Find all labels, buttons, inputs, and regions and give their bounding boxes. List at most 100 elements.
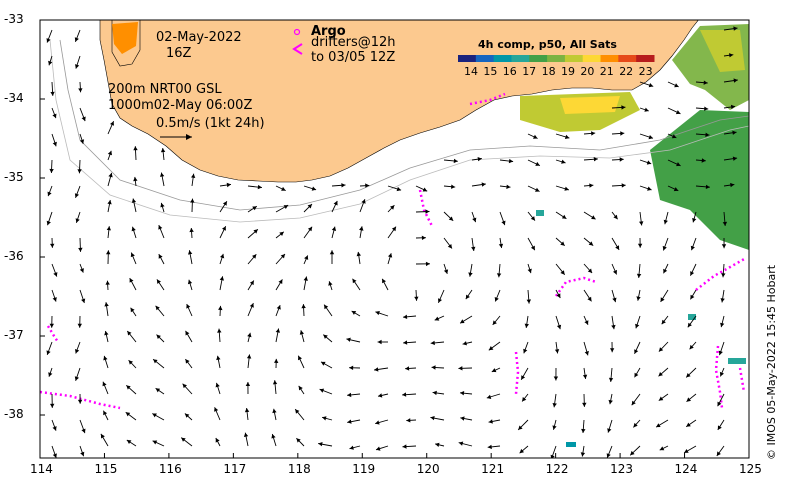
current-arrowhead — [156, 334, 161, 339]
current-arrowhead — [253, 229, 258, 234]
current-arrowhead — [402, 444, 407, 449]
current-arrowhead — [126, 385, 131, 390]
current-arrowhead — [77, 399, 83, 404]
current-arrowhead — [717, 401, 722, 407]
current-arrowhead — [405, 366, 410, 371]
current-arrowhead — [660, 297, 665, 302]
current-arrowhead — [303, 276, 308, 281]
isobath-legend-line1: 200m NRT00 GSL — [108, 82, 222, 97]
current-arrowhead — [430, 340, 435, 346]
current-arrowhead — [375, 420, 380, 425]
current-arrowhead — [468, 272, 473, 277]
current-arrowhead — [658, 347, 664, 352]
isobath-1000m — [49, 39, 749, 223]
current-arrowhead — [247, 332, 252, 338]
current-arrowhead — [671, 134, 677, 139]
colorbar-segment — [547, 55, 566, 62]
current-arrowhead — [584, 350, 589, 356]
current-arrowhead — [160, 172, 165, 177]
current-arrowhead — [460, 319, 465, 324]
current-arrowhead — [447, 244, 452, 249]
current-arrowhead — [552, 403, 557, 408]
current-arrowhead — [703, 80, 708, 85]
current-arrowhead — [610, 348, 615, 353]
current-arrowhead — [584, 320, 589, 325]
current-arrowhead — [591, 215, 596, 220]
current-arrowhead — [130, 252, 135, 258]
current-arrowhead — [519, 448, 524, 454]
current-arrowhead — [333, 200, 338, 206]
current-arrowhead — [674, 83, 679, 88]
current-arrowhead — [152, 440, 158, 445]
colorbar-segment — [475, 55, 495, 62]
current-arrowhead — [276, 305, 281, 310]
x-tick-label: 123 — [610, 462, 633, 476]
current-arrowhead — [249, 303, 254, 308]
current-arrowhead — [717, 425, 722, 430]
current-arrowhead — [435, 442, 440, 447]
current-arrowhead — [487, 444, 492, 450]
current-arrowhead — [686, 397, 691, 402]
current-arrowhead — [331, 226, 337, 231]
current-arrowhead — [47, 191, 52, 197]
colorbar-segment — [636, 55, 655, 62]
colorbar — [458, 55, 655, 62]
drifter-track — [46, 325, 60, 343]
current-arrowhead — [530, 216, 535, 221]
current-arrowhead — [530, 245, 535, 251]
current-arrowhead — [402, 392, 407, 397]
current-arrowhead — [443, 269, 449, 274]
current-arrowhead — [661, 319, 666, 325]
x-tick-label: 124 — [674, 462, 698, 476]
current-arrowhead — [492, 320, 497, 325]
drifter-legend-marker — [292, 43, 303, 55]
current-arrowhead — [460, 416, 465, 421]
current-arrowhead — [128, 360, 133, 365]
drifter-track — [469, 92, 506, 106]
current-arrowhead — [561, 159, 566, 164]
colorbar-segment — [600, 55, 619, 62]
current-arrowhead — [81, 116, 86, 122]
current-arrowhead — [619, 157, 624, 162]
current-arrowhead — [131, 198, 137, 203]
current-arrowhead — [488, 419, 493, 424]
current-arrowhead — [341, 183, 346, 188]
current-arrowhead — [52, 141, 57, 147]
current-arrowhead — [182, 383, 187, 389]
current-arrowhead — [79, 268, 84, 273]
x-tick-label: 115 — [94, 462, 118, 476]
current-arrowhead — [639, 221, 644, 226]
current-arrowhead — [732, 156, 738, 161]
current-arrowhead — [283, 205, 289, 209]
current-arrowhead — [663, 268, 668, 274]
current-arrowhead — [75, 218, 80, 223]
current-arrowhead — [607, 428, 612, 433]
current-arrowhead — [460, 391, 465, 396]
current-arrowhead — [634, 372, 639, 378]
current-arrowhead — [553, 376, 559, 381]
current-arrowhead — [249, 280, 254, 286]
x-tick-label: 125 — [739, 462, 762, 476]
current-arrowhead — [496, 273, 502, 278]
colorbar-segment — [618, 55, 637, 62]
current-arrowhead — [243, 432, 249, 437]
current-arrowhead — [608, 399, 613, 405]
map-hour: 16Z — [166, 46, 192, 61]
current-arrowhead — [46, 350, 51, 355]
colorbar-title: 4h comp, p50, All Sats — [478, 38, 617, 51]
current-arrowhead — [453, 158, 458, 164]
y-tick-label: -35 — [4, 170, 24, 184]
x-tick-label: 114 — [30, 462, 53, 476]
current-arrowhead — [318, 442, 323, 447]
current-arrowhead — [733, 26, 738, 31]
current-arrowhead — [458, 441, 464, 446]
current-arrowhead — [153, 359, 158, 364]
current-arrowhead — [107, 150, 112, 156]
sst-spot — [566, 442, 576, 447]
current-arrowhead — [662, 245, 667, 251]
current-arrowhead — [184, 413, 190, 418]
y-tick-label: -37 — [4, 328, 24, 342]
drifter-track — [554, 276, 597, 297]
drifter-track — [695, 256, 747, 291]
colorbar-segment — [493, 55, 512, 62]
